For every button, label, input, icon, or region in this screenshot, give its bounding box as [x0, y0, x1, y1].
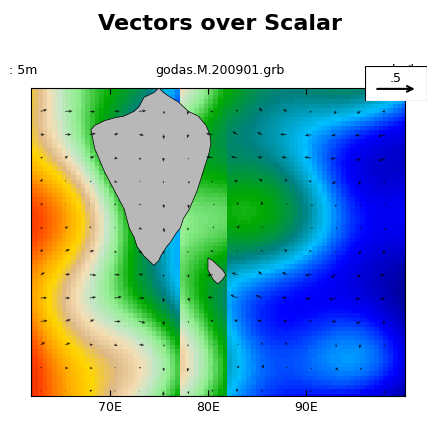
- Text: : 5m: : 5m: [9, 64, 37, 77]
- Text: .5: .5: [390, 72, 402, 85]
- Text: kg/kg: kg/kg: [392, 64, 427, 77]
- Polygon shape: [208, 258, 226, 284]
- Polygon shape: [91, 88, 211, 265]
- Text: Vectors over Scalar: Vectors over Scalar: [98, 14, 342, 34]
- Text: godas.M.200901.grb: godas.M.200901.grb: [155, 64, 285, 77]
